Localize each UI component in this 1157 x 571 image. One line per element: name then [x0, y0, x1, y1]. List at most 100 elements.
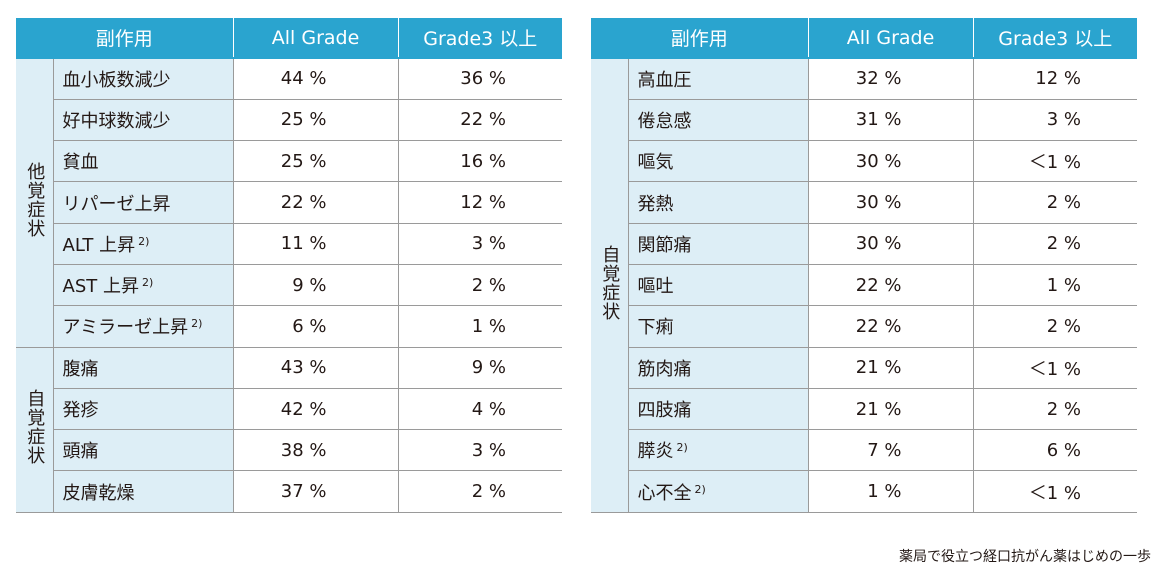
grade3-value: 9 % — [398, 347, 563, 389]
side-effect-name-cell: 嘔吐 — [628, 264, 809, 307]
all-grade-value: 42 % — [233, 388, 399, 431]
header-side-effect: 副作用 — [591, 18, 809, 58]
grade3-value: 16 % — [398, 140, 563, 183]
category-cell: 自覚症状 — [16, 347, 54, 513]
table-row: 関節痛 30 % 2 % — [591, 223, 1138, 265]
table-row: アミラーゼ上昇 2) 6 % 1 % — [16, 305, 563, 348]
table-body: 自覚症状 高血圧 32 % 12 % 倦怠感 31 % 3 % 嘔気 30 % ＜1 % 発熱 30 … — [591, 56, 1138, 513]
all-grade-value: 21 % — [808, 347, 974, 389]
side-effect-name-cell: 下痢 — [628, 305, 809, 348]
side-effect-name: 倦怠感 — [637, 110, 692, 132]
grade3-value: 3 % — [398, 223, 563, 265]
reference-note: 2) — [141, 276, 154, 290]
side-effect-name-cell: 好中球数減少 — [53, 99, 234, 142]
side-effect-name-cell: 腹痛 — [53, 347, 234, 389]
all-grade-value: 22 % — [808, 264, 974, 307]
side-effect-name: アミラーゼ上昇 — [62, 317, 189, 339]
category-label: 他覚症状 — [24, 162, 46, 239]
table-row: 筋肉痛 21 % ＜1 % — [591, 347, 1138, 389]
all-grade-value: 7 % — [808, 429, 974, 472]
grade3-value: 2 % — [973, 305, 1138, 348]
all-grade-value: 38 % — [233, 429, 399, 472]
table-row: 自覚症状 腹痛 43 % 9 % — [16, 347, 563, 513]
side-effect-name: 発疹 — [62, 400, 99, 422]
side-effect-name-cell: 発疹 — [53, 388, 234, 431]
table-body: 他覚症状 血小板数減少 44 % 36 % 好中球数減少 25 % 22 % 貧血 25 % 16… — [16, 56, 563, 513]
grade3-value: 6 % — [973, 429, 1138, 472]
grade3-value: 12 % — [398, 181, 563, 224]
table-row: 発疹 42 % 4 % — [16, 388, 563, 431]
header-all-grade: All Grade — [233, 18, 399, 58]
table-row: 心不全 2) 1 % ＜1 % — [591, 470, 1138, 513]
header-row: 副作用 All Grade Grade3 以上 — [16, 18, 563, 58]
reference-note: 2) — [138, 234, 150, 248]
grade3-value: 1 % — [398, 305, 563, 348]
table-row: AST 上昇 2) 9 % 2 % — [16, 264, 563, 307]
side-effect-name: AST 上昇 — [62, 276, 139, 298]
all-grade-value: 1 % — [808, 470, 974, 513]
category-label: 自覚症状 — [24, 389, 46, 466]
side-effect-name-cell: 発熱 — [628, 181, 809, 224]
side-effect-name-cell: 貧血 — [53, 140, 234, 183]
table-row: 倦怠感 31 % 3 % — [591, 99, 1138, 142]
side-effect-name: 発熱 — [637, 193, 674, 215]
header-side-effect: 副作用 — [16, 18, 234, 58]
all-grade-value: 11 % — [233, 223, 399, 265]
all-grade-value: 22 % — [808, 305, 974, 348]
grade3-value: 22 % — [398, 99, 563, 142]
all-grade-value: 43 % — [233, 347, 399, 389]
all-grade-value: 37 % — [233, 470, 399, 513]
table-row: 発熱 30 % 2 % — [591, 181, 1138, 224]
header-row: 副作用 All Grade Grade3 以上 — [591, 18, 1138, 58]
all-grade-value: 25 % — [233, 99, 399, 142]
table-row: 膵炎 2) 7 % 6 % — [591, 429, 1138, 472]
side-effect-name: 嘔気 — [637, 152, 674, 174]
grade3-value: 3 % — [398, 429, 563, 472]
all-grade-value: 30 % — [808, 223, 974, 265]
grade3-value: 2 % — [973, 223, 1138, 265]
all-grade-value: 31 % — [808, 99, 974, 142]
grade3-value: 2 % — [973, 181, 1138, 224]
grade3-value: 2 % — [398, 264, 563, 307]
side-effect-name: ALT 上昇 — [62, 234, 136, 256]
side-effect-name: 嘔吐 — [637, 276, 674, 298]
reference-note: 2) — [676, 441, 688, 455]
side-effect-name: 皮膚乾燥 — [62, 482, 135, 504]
table-row: 嘔気 30 % ＜1 % — [591, 140, 1138, 183]
left-adverse-effects-table: 副作用 All Grade Grade3 以上 他覚症状 血小板数減少 44 % 36… — [16, 18, 563, 513]
grade3-value: 3 % — [973, 99, 1138, 142]
all-grade-value: 30 % — [808, 140, 974, 183]
grade3-value: 4 % — [398, 388, 563, 431]
table-row: 自覚症状 高血圧 32 % 12 % — [591, 56, 1138, 513]
reference-note: 2) — [191, 317, 203, 331]
table-row: 四肢痛 21 % 2 % — [591, 388, 1138, 431]
side-effect-name: 高血圧 — [637, 69, 692, 91]
side-effect-name-cell: アミラーゼ上昇 2) — [53, 305, 234, 348]
side-effect-name: 頭痛 — [62, 441, 99, 463]
reference-note: 2) — [694, 482, 706, 496]
grade3-value: 2 % — [973, 388, 1138, 431]
category-cell: 他覚症状 — [16, 56, 54, 348]
grade3-value: ＜1 % — [973, 140, 1138, 183]
side-effect-name: 下痢 — [637, 317, 674, 339]
table-row: リパーゼ上昇 22 % 12 % — [16, 181, 563, 224]
all-grade-value: 30 % — [808, 181, 974, 224]
side-effect-name: リパーゼ上昇 — [62, 193, 171, 215]
side-effect-name-cell: 心不全 2) — [628, 470, 809, 513]
grade3-value: 2 % — [398, 470, 563, 513]
side-effect-name-cell: 筋肉痛 — [628, 347, 809, 389]
side-effect-name-cell: AST 上昇 2) — [53, 264, 234, 307]
header-grade3: Grade3 以上 — [398, 18, 563, 58]
footer-book-title: 薬局で役立つ経口抗がん薬はじめの一歩 — [899, 549, 1151, 565]
table-row: 嘔吐 22 % 1 % — [591, 264, 1138, 307]
table-row: 下痢 22 % 2 % — [591, 305, 1138, 348]
side-effect-name: 関節痛 — [637, 234, 692, 256]
side-effect-name: 腹痛 — [62, 358, 99, 380]
grade3-value: 36 % — [398, 56, 563, 100]
side-effect-name-cell: 高血圧 — [628, 56, 809, 100]
category-cell: 自覚症状 — [591, 56, 629, 513]
all-grade-value: 32 % — [808, 56, 974, 100]
side-effect-name: 貧血 — [62, 152, 99, 174]
table-row: 他覚症状 血小板数減少 44 % 36 % — [16, 56, 563, 348]
all-grade-value: 9 % — [233, 264, 399, 307]
